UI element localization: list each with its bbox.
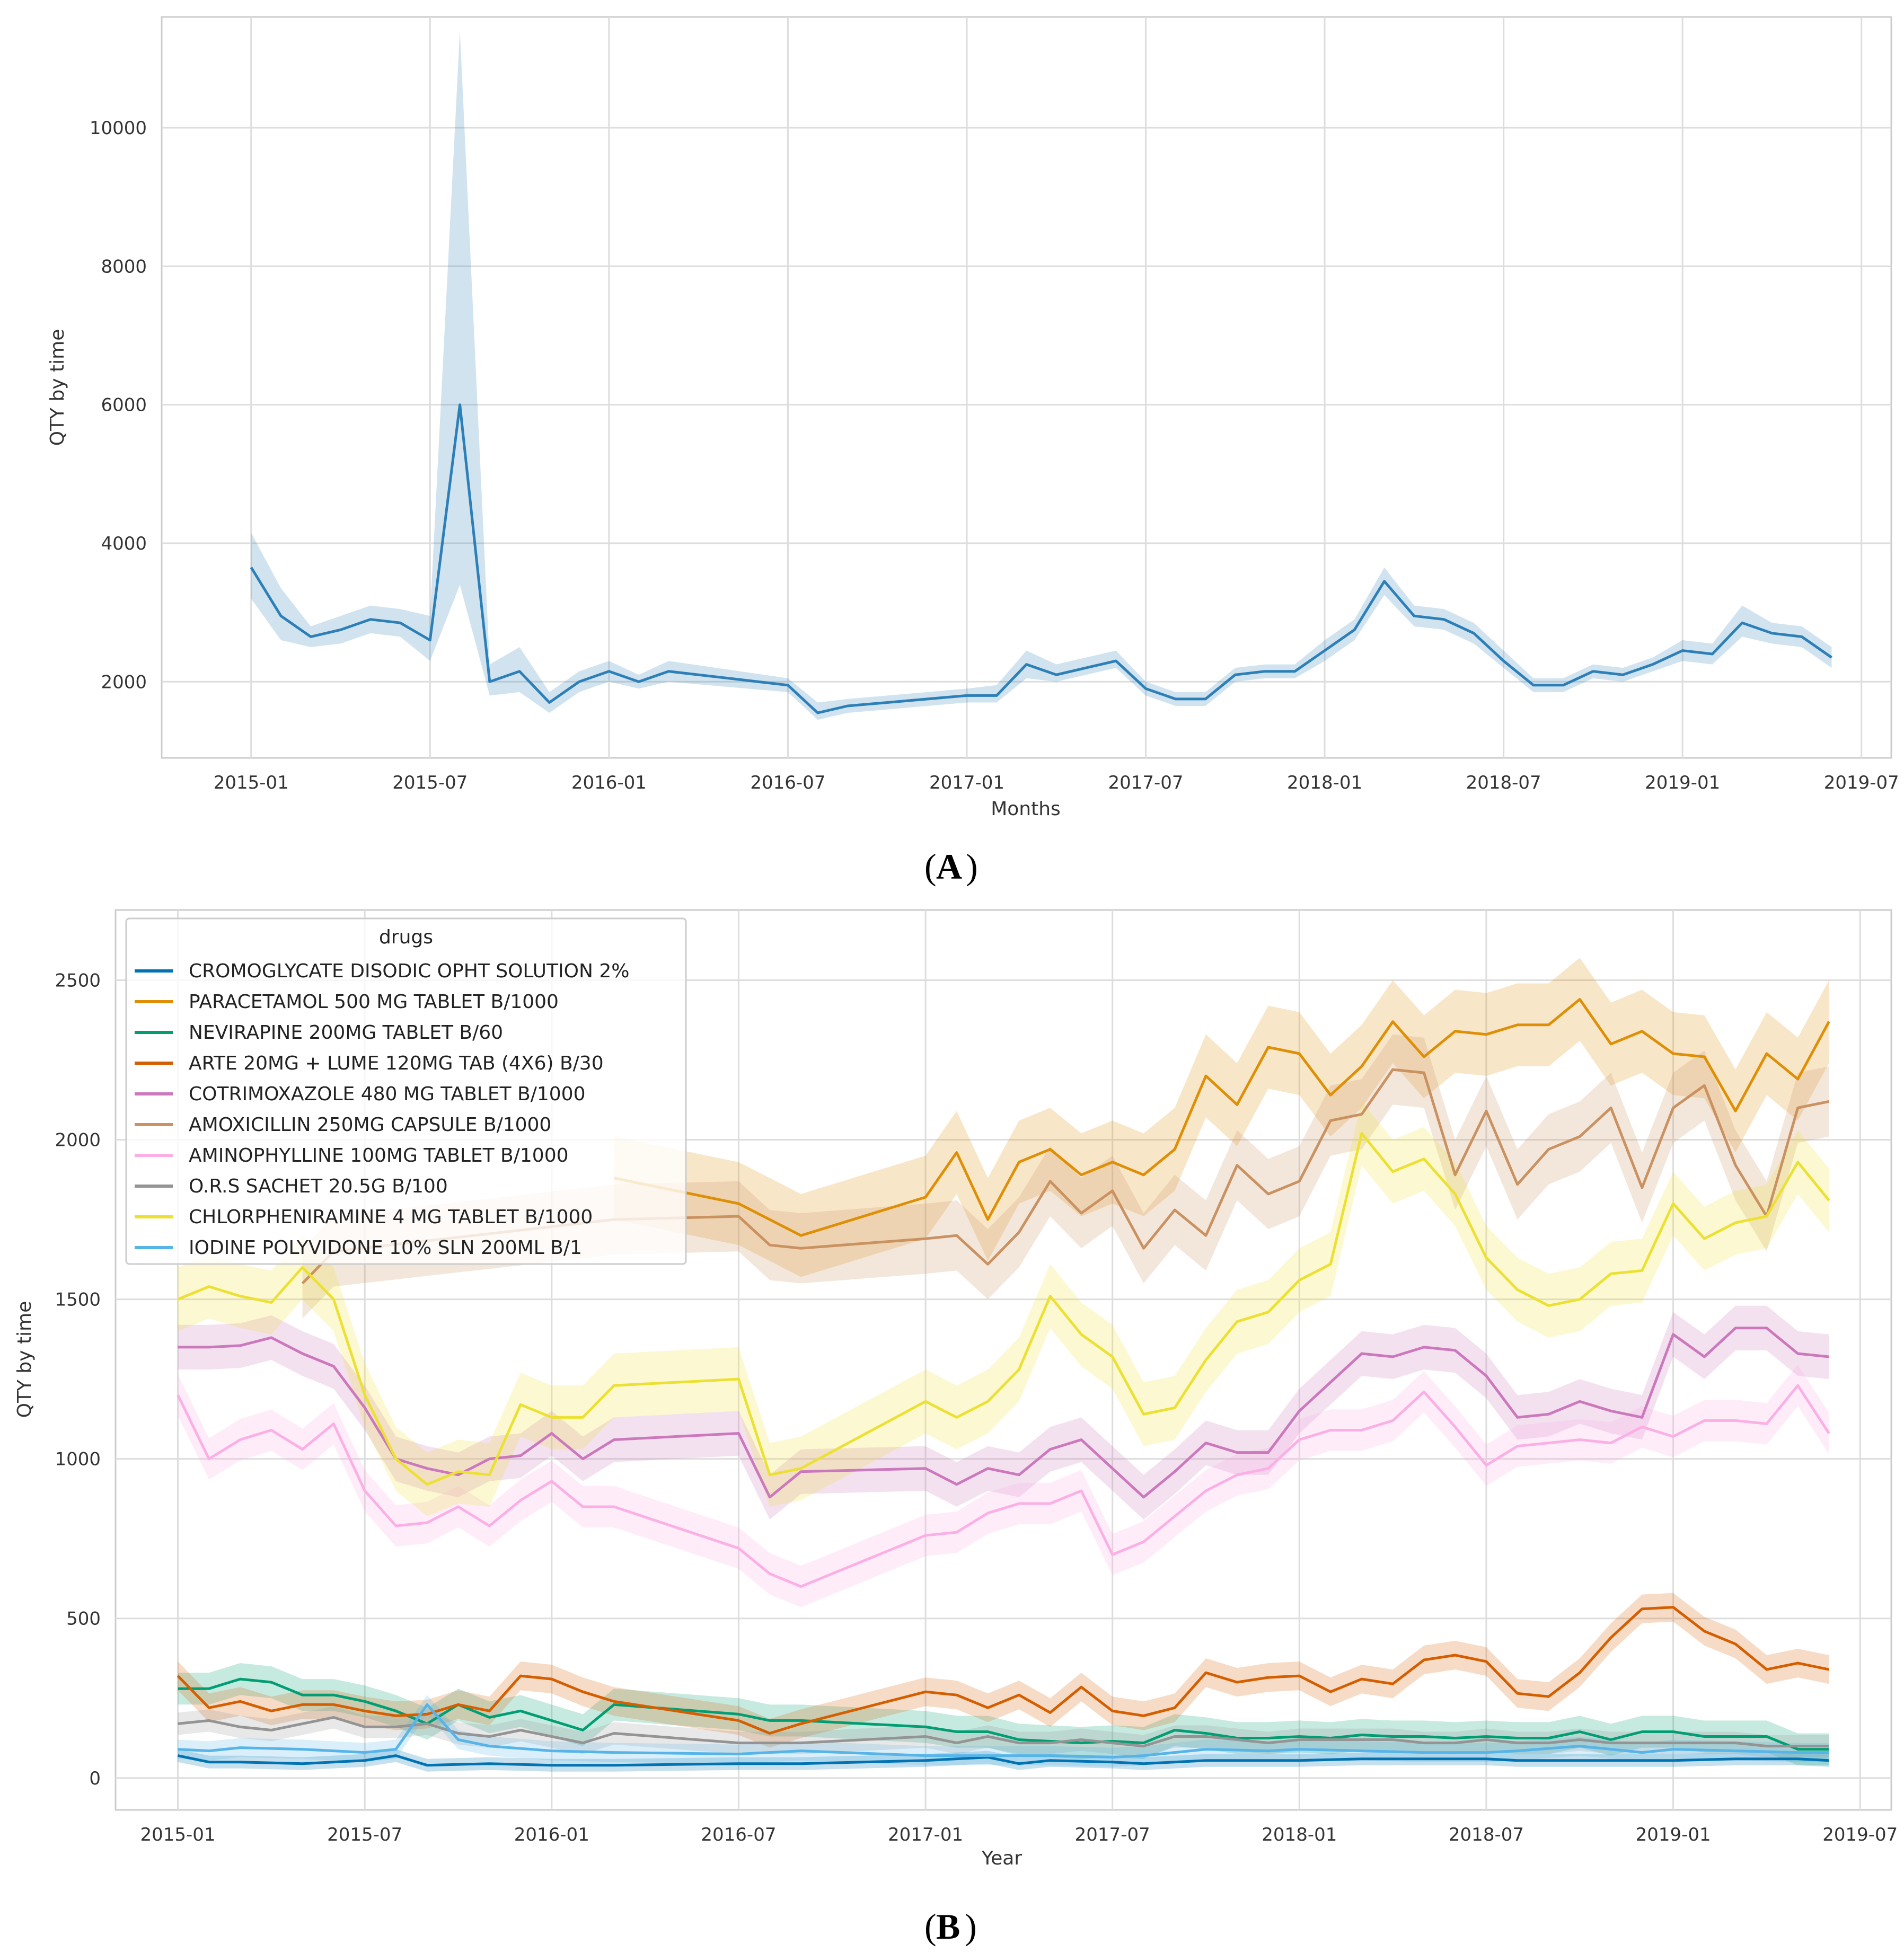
panel-label-a-open: ( [924,846,937,887]
x-tick-label: 2017-01 [929,772,1004,793]
x-tick-label: 2015-01 [214,772,289,793]
y-axis-label-a: QTY by time [47,329,68,446]
y-tick-label: 4000 [101,533,147,554]
legend-entry: ARTE 20MG + LUME 120MG TAB (4X6) B/30 [189,1053,604,1074]
x-tick-label: 2017-01 [888,1824,963,1845]
confidence-band-series-8 [178,1101,1829,1516]
plot-area-a [161,16,1892,759]
series-line-8 [177,1132,1830,1486]
legend-entry: AMINOPHYLLINE 100MG TABLET B/1000 [189,1145,569,1167]
confidence-band-series-9 [178,1695,1829,1767]
y-tick-label: 2000 [101,671,147,693]
y-ticks-a: 2000 4000 6000 8000 10000 [90,118,147,693]
y-tick-label: 2500 [55,970,101,991]
x-tick-label: 2015-07 [327,1824,402,1845]
series-line-7 [178,1716,1829,1748]
x-axis-label-b: Year [981,1848,1022,1869]
panel-label-b-open: ( [924,1906,937,1947]
confidence-band-series-7 [178,1706,1829,1757]
y-tick-label: 1000 [55,1449,101,1470]
y-tick-label: 1500 [55,1289,101,1311]
y-tick-label: 500 [66,1609,101,1630]
x-axis-label-a: Months [991,798,1061,820]
panel-label-a-close: ) [966,846,978,887]
series-line-9 [178,1703,1829,1759]
legend: drugs CROMOGLYCATE DISODIC OPHT SOLUTION… [125,917,687,1265]
legend-entry: O.R.S SACHET 20.5G B/100 [189,1176,448,1197]
legend-entry: PARACETAMOL 500 MG TABLET B/1000 [189,991,559,1013]
legend-entry: COTRIMOXAZOLE 480 MG TABLET B/1000 [189,1083,585,1105]
confidence-bands-a [251,31,1832,720]
x-tick-label: 2019-07 [1824,772,1899,793]
x-tick-label: 2017-07 [1108,772,1184,793]
y-tick-label: 10000 [90,118,147,139]
panel-label-b: B [936,1906,960,1947]
x-tick-label: 2016-01 [571,772,647,793]
series-line-1 [613,998,1830,1237]
x-tick-label: 2016-07 [701,1824,776,1845]
legend-entry: IODINE POLYVIDONE 10% SLN 200ML B/1 [189,1237,582,1259]
x-tick-label: 2018-07 [1466,772,1541,793]
x-ticks-a: 2015-01 2015-07 2016-01 2016-07 2017-01 2017-… [214,772,1899,793]
series-line-0 [177,1754,1829,1767]
confidence-band-series-1 [614,958,1829,1277]
panel-a: 2015-01 2015-07 2016-01 2016-07 2017-01 2017-… [47,16,1899,887]
y-tick-label: 0 [89,1768,101,1789]
x-tick-label: 2018-07 [1449,1824,1524,1845]
y-axis-label-b: QTY by time [14,1301,36,1418]
x-tick-label: 2017-07 [1075,1824,1150,1845]
x-tick-label: 2019-07 [1822,1824,1898,1845]
x-tick-label: 2016-07 [750,772,825,793]
x-tick-label: 2016-01 [514,1824,589,1845]
series-line-5 [301,1068,1829,1285]
legend-entry: CROMOGLYCATE DISODIC OPHT SOLUTION 2% [189,960,629,982]
series-line-4 [178,1327,1829,1499]
lines-a [250,403,1832,714]
series-line-3 [177,1606,1830,1735]
y-tick-label: 6000 [101,395,147,416]
x-ticks-b: 2015-01 2015-07 2016-01 2016-07 2017-01 2017-… [140,1824,1898,1845]
series-line-qty [250,403,1832,714]
series-line-6 [177,1384,1830,1588]
confidence-band-qty [251,31,1832,720]
legend-entry: CHLORPHENIRAMINE 4 MG TABLET B/1000 [189,1206,593,1228]
x-tick-label: 2015-01 [140,1824,216,1845]
x-tick-label: 2019-01 [1645,772,1720,793]
legend-box [125,917,687,1265]
legend-title: drugs [379,926,433,948]
legend-entry: NEVIRAPINE 200MG TABLET B/60 [189,1022,503,1044]
panel-b: 2015-01 2015-07 2016-01 2016-07 2017-01 2017-… [14,909,1898,1947]
legend-entry: AMOXICILLIN 250MG CAPSULE B/1000 [189,1114,551,1136]
panel-label-a: A [936,846,962,887]
panel-label-b-close: ) [965,1906,977,1947]
x-tick-label: 2018-01 [1287,772,1362,793]
y-ticks-b: 0 500 1000 1500 2000 2500 [55,970,101,1789]
x-tick-label: 2019-01 [1636,1824,1711,1845]
x-tick-label: 2015-07 [392,772,468,793]
y-tick-label: 2000 [55,1130,101,1151]
x-tick-label: 2018-01 [1262,1824,1337,1845]
confidence-band-series-4 [178,1305,1829,1520]
lines-b [177,998,1830,1767]
grid-a [162,17,1891,758]
legend-items: CROMOGLYCATE DISODIC OPHT SOLUTION 2% PAR… [135,960,629,1259]
y-tick-label: 8000 [101,256,147,277]
